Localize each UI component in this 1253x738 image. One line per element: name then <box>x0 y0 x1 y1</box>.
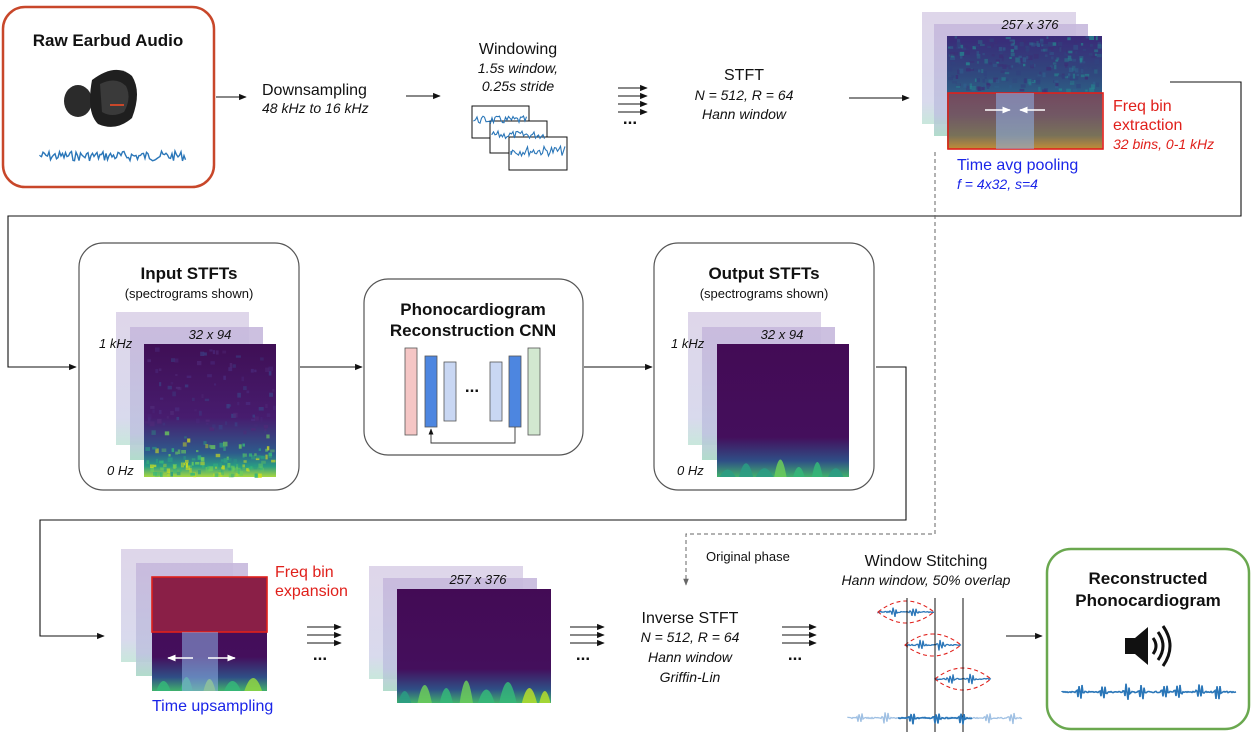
multi-arrows-2: ... <box>307 623 342 664</box>
input-stfts-dims: 32 x 94 <box>189 327 232 342</box>
freq-expansion-line-2: expansion <box>275 583 348 600</box>
time-pooling-label: Time avg pooling f = 4x32, s=4 <box>957 157 1078 192</box>
stitching-detail: Hann window, 50% overlap <box>842 572 1011 588</box>
ellipsis-4: ... <box>788 645 802 664</box>
upsampled-spectrogram-dims: 257 x 376 <box>448 572 507 587</box>
upsampled-spectrogram-stack: 257 x 376 <box>369 566 551 703</box>
original-phase-connector <box>683 152 936 586</box>
cnn-title-2: Reconstruction CNN <box>390 321 556 340</box>
input-stfts-bottom-label: 0 Hz <box>107 463 134 478</box>
output-stfts-block: Output STFTs (spectrograms shown) 32 x 9… <box>653 242 875 491</box>
reconstructed-waveform <box>1061 683 1237 700</box>
stitching-title: Window Stitching <box>865 553 988 570</box>
windowing-title: Windowing <box>479 41 557 58</box>
istft-detail-2: Hann window <box>648 649 733 665</box>
downsampling-block: Downsampling 48 kHz to 16 kHz <box>262 82 369 116</box>
freq-extraction-line-3: 32 bins, 0-1 kHz <box>1113 136 1214 152</box>
cnn-block: Phonocardiogram Reconstruction CNN ... <box>363 278 584 456</box>
windowing-detail-2: 0.25s stride <box>482 78 555 94</box>
input-stfts-top-label: 1 kHz <box>99 336 133 351</box>
output-stfts-bottom-label: 0 Hz <box>677 463 704 478</box>
ellipsis-1: ... <box>623 109 637 128</box>
stft-detail-2: Hann window <box>702 106 787 122</box>
input-spectrogram <box>144 344 276 477</box>
cnn-layer-enc1 <box>424 355 438 428</box>
multi-arrows-3: ... <box>570 623 605 664</box>
stft-detail-1: N = 512, R = 64 <box>695 87 794 103</box>
freq-extraction-line-2: extraction <box>1113 117 1182 134</box>
freq-extraction-label: Freq bin extraction 32 bins, 0-1 kHz <box>1113 98 1214 152</box>
input-stfts-block: Input STFTs (spectrograms shown) 32 x 94… <box>78 242 300 491</box>
skip-connection <box>428 427 516 444</box>
ellipsis-2: ... <box>313 645 327 664</box>
reconstructed-block: Reconstructed Phonocardiogram <box>1045 547 1251 731</box>
ellipsis-3: ... <box>576 645 590 664</box>
raw-audio-title: Raw Earbud Audio <box>33 31 184 50</box>
raw-waveform <box>39 148 187 163</box>
speaker-icon <box>1125 625 1172 667</box>
input-stfts-title: Input STFTs <box>141 264 238 283</box>
downsampling-detail: 48 kHz to 16 kHz <box>262 100 369 116</box>
istft-title: Inverse STFT <box>642 610 739 627</box>
original-phase-label: Original phase <box>706 549 790 564</box>
stft-title: STFT <box>724 67 764 84</box>
time-upsampling-label: Time upsampling <box>152 698 273 715</box>
output-stfts-dims: 32 x 94 <box>761 327 804 342</box>
cnn-title-1: Phonocardiogram <box>400 300 545 319</box>
freq-expansion-box <box>151 576 268 633</box>
istft-detail-1: N = 512, R = 64 <box>641 629 740 645</box>
reconstructed-title-1: Reconstructed <box>1088 569 1207 588</box>
output-stfts-title: Output STFTs <box>708 264 819 283</box>
upsampling-window <box>182 632 218 691</box>
cnn-ellipsis: ... <box>465 377 479 396</box>
input-stfts-subtitle: (spectrograms shown) <box>125 286 254 301</box>
window-wave-3 <box>510 144 566 158</box>
freq-expansion-label: Freq bin expansion <box>275 564 348 600</box>
upsampled-spectrogram <box>397 589 551 703</box>
multi-arrows-4: ... <box>782 623 817 664</box>
connector-row1-to-row2 <box>7 81 1242 371</box>
expansion-spectrogram-stack <box>121 549 268 691</box>
window-wave-1 <box>473 115 528 125</box>
big-spectrogram-dims: 257 x 376 <box>1000 17 1059 32</box>
pooling-window <box>996 93 1034 149</box>
window-wave-2 <box>491 129 546 140</box>
freq-extraction-line-1: Freq bin <box>1113 98 1172 115</box>
output-stfts-subtitle: (spectrograms shown) <box>700 286 829 301</box>
reconstructed-title-2: Phonocardiogram <box>1075 591 1220 610</box>
time-pooling-line-2: f = 4x32, s=4 <box>957 176 1038 192</box>
freq-expansion-line-1: Freq bin <box>275 564 334 581</box>
windowing-detail-1: 1.5s window, <box>478 60 558 76</box>
inverse-stft-block: Inverse STFT N = 512, R = 64 Hann window… <box>641 610 740 685</box>
cnn-layer-input <box>404 347 418 436</box>
cnn-layer-dec2 <box>508 355 522 428</box>
cnn-layer-output <box>527 347 541 436</box>
cnn-layer-dec1 <box>489 361 503 422</box>
windowing-block: Windowing 1.5s window, 0.25s stride <box>471 41 568 171</box>
time-pooling-line-1: Time avg pooling <box>957 157 1078 174</box>
cnn-layer-enc2 <box>443 361 457 422</box>
istft-detail-3: Griffin-Lin <box>660 669 721 685</box>
connector-row2-to-row3 <box>39 366 907 640</box>
big-spectrogram-stack: 257 x 376 <box>922 12 1104 150</box>
output-spectrogram <box>717 344 849 477</box>
window-stitching-block: Window Stitching Hann window, 50% overla… <box>842 553 1023 732</box>
downsampling-title: Downsampling <box>262 82 367 99</box>
raw-audio-block: Raw Earbud Audio <box>1 5 216 189</box>
earbud-icon <box>64 69 137 127</box>
stft-block: STFT N = 512, R = 64 Hann window <box>695 67 794 122</box>
multi-arrows-1: ... <box>618 84 648 128</box>
output-stfts-top-label: 1 kHz <box>671 336 705 351</box>
